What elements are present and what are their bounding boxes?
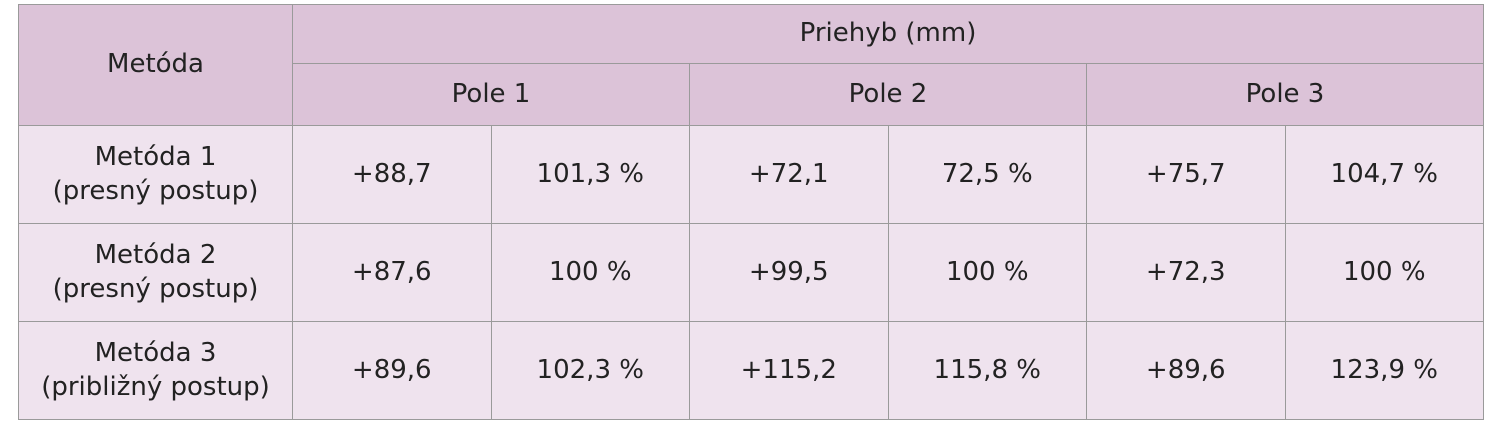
header-row: Metóda Priehyb (mm) [18, 4, 1484, 126]
value-cell: 100 % [887, 223, 1087, 322]
value-cell: 100 % [490, 223, 690, 322]
method-cell: Metóda 2 (presný postup) [18, 223, 293, 322]
value-cell: +89,6 [1086, 321, 1286, 420]
value-cell: +115,2 [689, 321, 889, 420]
value-cell: +75,7 [1086, 125, 1286, 224]
method-note: (presný postup) [52, 273, 259, 304]
value-cell: +99,5 [689, 223, 889, 322]
row: Metóda 1 (presný postup) +88,7 101,3 % +72,1… [18, 125, 1484, 224]
value-cell: +87,6 [292, 223, 492, 322]
field-header: Pole 1 [292, 63, 690, 126]
method-note: (približný postup) [41, 371, 270, 402]
method-note: (presný postup) [52, 175, 259, 206]
field-header: Pole 3 [1086, 63, 1484, 126]
value-cell: 102,3 % [490, 321, 690, 420]
method-header: Metóda [18, 4, 293, 126]
table-body: Metóda 1 (presný postup) +88,7 101,3 % +72,1… [18, 125, 1484, 420]
field-row: Pole 1 Pole 2 Pole 3 [19, 63, 1484, 126]
value-cell: 101,3 % [490, 125, 690, 224]
method-name: Metóda 3 [94, 337, 217, 368]
value-cell: 123,9 % [1284, 321, 1484, 420]
value-cell: 104,7 % [1284, 125, 1484, 224]
method-cell: Metóda 1 (presný postup) [18, 125, 293, 224]
value-cell: 115,8 % [887, 321, 1087, 420]
value-cell: +72,3 [1086, 223, 1286, 322]
value-cell: +72,1 [689, 125, 889, 224]
group-header: Priehyb (mm) [292, 4, 1484, 64]
value-cell: 100 % [1284, 223, 1484, 322]
method-cell: Metóda 3 (približný postup) [18, 321, 293, 420]
row: Metóda 3 (približný postup) +89,6 102,3 % +1… [18, 321, 1484, 420]
value-cell: 72,5 % [887, 125, 1087, 224]
data-table: Metóda Priehyb (mm) Pole 1 Pole 2 Pole 3 M… [18, 4, 1484, 420]
value-cell: +88,7 [292, 125, 492, 224]
method-name: Metóda 2 [94, 239, 217, 270]
row: Metóda 2 (presný postup) +87,6 100 % +99,5 10… [18, 223, 1484, 322]
value-cell: +89,6 [292, 321, 492, 420]
field-header: Pole 2 [689, 63, 1087, 126]
method-name: Metóda 1 [94, 141, 217, 172]
